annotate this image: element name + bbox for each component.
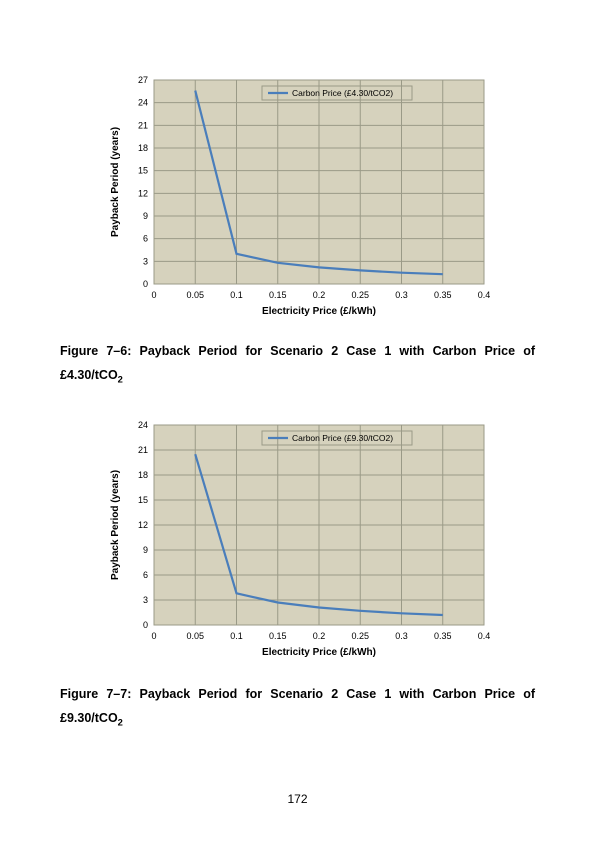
svg-text:15: 15 (137, 166, 147, 176)
chart-2: 0 0.05 0.1 0.15 0.2 0.25 0.3 0.35 0.4 0 3 6 9 12 15 18 2… (98, 415, 498, 665)
svg-text:0.15: 0.15 (268, 290, 286, 300)
svg-text:0: 0 (151, 290, 156, 300)
svg-text:Payback Period (years): Payback Period (years) (110, 470, 121, 580)
svg-text:0.1: 0.1 (230, 631, 243, 641)
svg-text:0.1: 0.1 (230, 290, 243, 300)
figure-caption-2: Figure 7–7: Payback Period for Scenario … (60, 683, 535, 732)
page-number: 172 (0, 792, 595, 806)
svg-text:18: 18 (137, 143, 147, 153)
svg-text:0.25: 0.25 (351, 631, 369, 641)
svg-text:12: 12 (137, 188, 147, 198)
svg-text:24: 24 (137, 420, 147, 430)
svg-text:0.4: 0.4 (477, 631, 490, 641)
svg-text:6: 6 (142, 570, 147, 580)
svg-text:0.05: 0.05 (186, 631, 204, 641)
svg-text:9: 9 (142, 211, 147, 221)
svg-text:15: 15 (137, 495, 147, 505)
svg-text:0: 0 (142, 279, 147, 289)
svg-text:0.35: 0.35 (433, 290, 451, 300)
svg-text:24: 24 (137, 98, 147, 108)
svg-text:0.2: 0.2 (312, 631, 325, 641)
svg-text:0.3: 0.3 (395, 290, 408, 300)
svg-text:0.35: 0.35 (433, 631, 451, 641)
svg-text:0.15: 0.15 (268, 631, 286, 641)
svg-text:18: 18 (137, 470, 147, 480)
svg-text:6: 6 (142, 234, 147, 244)
svg-text:0.4: 0.4 (477, 290, 490, 300)
svg-text:3: 3 (142, 256, 147, 266)
figure-caption-1: Figure 7–6: Payback Period for Scenario … (60, 340, 535, 389)
svg-text:0.2: 0.2 (312, 290, 325, 300)
svg-text:27: 27 (137, 75, 147, 85)
chart-2-svg: 0 0.05 0.1 0.15 0.2 0.25 0.3 0.35 0.4 0 3 6 9 12 15 18 2… (98, 415, 498, 665)
svg-text:12: 12 (137, 520, 147, 530)
svg-text:Carbon Price (£9.30/tCO2): Carbon Price (£9.30/tCO2) (292, 433, 393, 443)
svg-text:Payback Period (years): Payback Period (years) (110, 127, 121, 237)
chart-1-svg: 0 0.05 0.1 0.15 0.2 0.25 0.3 0.35 0.4 0 3 6 9 12 15 18 2… (98, 70, 498, 322)
svg-text:9: 9 (142, 545, 147, 555)
svg-text:0.05: 0.05 (186, 290, 204, 300)
svg-text:21: 21 (137, 445, 147, 455)
svg-text:Electricity Price (£/kWh): Electricity Price (£/kWh) (262, 306, 376, 317)
svg-text:3: 3 (142, 595, 147, 605)
svg-text:0: 0 (151, 631, 156, 641)
svg-text:0: 0 (142, 620, 147, 630)
chart-1: 0 0.05 0.1 0.15 0.2 0.25 0.3 0.35 0.4 0 3 6 9 12 15 18 2… (98, 70, 498, 322)
svg-text:Electricity Price (£/kWh): Electricity Price (£/kWh) (262, 647, 376, 658)
svg-text:0.3: 0.3 (395, 631, 408, 641)
svg-text:0.25: 0.25 (351, 290, 369, 300)
svg-text:Carbon Price (£4.30/tCO2): Carbon Price (£4.30/tCO2) (292, 88, 393, 98)
svg-text:21: 21 (137, 120, 147, 130)
